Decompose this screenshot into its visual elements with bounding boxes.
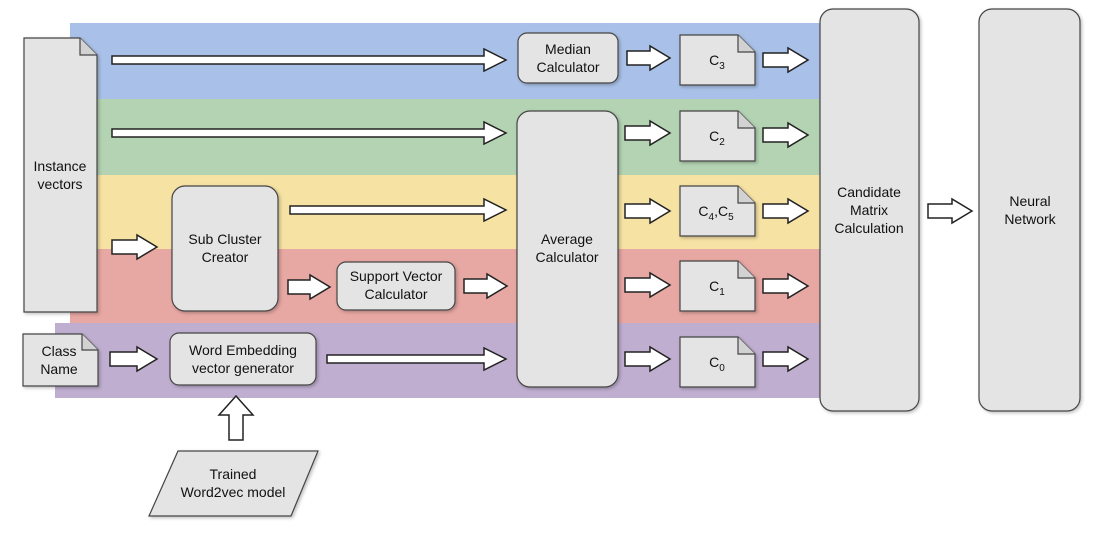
- output-label-c45: C4,C5: [698, 203, 734, 223]
- support-vector-calculator-box: [336, 261, 456, 311]
- sub-cluster-creator-label-1: Sub Cluster: [188, 231, 261, 247]
- neural-network-label-2: Network: [1004, 211, 1056, 227]
- output-label-c3: C3: [709, 52, 725, 72]
- arrow-subcluster-to-supportvector: [287, 273, 332, 301]
- output-doc-c1: [679, 260, 756, 312]
- candidate-matrix-label-3: Calculation: [834, 220, 903, 236]
- average-calculator-box: [516, 110, 619, 388]
- trained-model-shape: [148, 450, 319, 517]
- arrow-candidate-to-neural: [927, 197, 974, 225]
- arrow-average-to-c45: [624, 197, 672, 225]
- output-doc-c45: [679, 185, 756, 237]
- candidate-matrix-label-2: Matrix: [850, 202, 888, 218]
- arrow-c0-to-candidate: [762, 345, 810, 373]
- neural-network-label-1: Neural: [1009, 193, 1050, 209]
- arrow-instance-to-average-c2: [111, 120, 508, 146]
- class-name-doc: [22, 333, 99, 387]
- arrow-instance-to-subcluster: [111, 233, 159, 261]
- arrow-model-to-wordembed: [217, 394, 255, 441]
- class-name-label-2: Name: [40, 361, 78, 377]
- instance-vectors-label-1: Instance: [34, 158, 87, 174]
- class-name-label-1: Class: [41, 343, 76, 359]
- output-doc-c0: [679, 336, 756, 388]
- average-calculator-label-1: Average: [541, 231, 593, 247]
- word-embedding-generator-box: [169, 332, 317, 386]
- sub-cluster-creator-box: [171, 185, 279, 312]
- median-calculator-label-2: Calculator: [536, 59, 599, 75]
- arrow-c45-to-candidate: [762, 197, 810, 225]
- support-vector-label-2: Calculator: [364, 286, 427, 302]
- support-vector-label-1: Support Vector: [350, 268, 443, 284]
- trained-model-label-2: Word2vec model: [181, 484, 286, 500]
- output-label-c2: C2: [709, 128, 725, 148]
- neural-network-box: [978, 8, 1081, 412]
- output-label-c1: C1: [709, 278, 725, 298]
- arrow-subcluster-to-average: [289, 197, 508, 223]
- candidate-matrix-box: [819, 8, 920, 412]
- arrow-c3-to-candidate: [762, 46, 810, 74]
- arrow-average-to-c2: [624, 119, 672, 147]
- output-doc-c3: [679, 34, 756, 86]
- arrow-c1-to-candidate: [762, 272, 810, 300]
- arrow-classname-to-wordembed: [109, 345, 159, 373]
- median-calculator-label-1: Median: [545, 41, 591, 57]
- arrow-supportvector-to-average: [463, 272, 509, 300]
- arrow-average-to-c0: [624, 345, 672, 373]
- arrow-average-to-c1: [624, 271, 672, 299]
- word-embedding-label-1: Word Embedding: [189, 342, 297, 358]
- flow-arrows: [109, 44, 974, 441]
- output-doc-c2: [679, 110, 756, 162]
- median-calculator-box: [517, 32, 619, 84]
- sub-cluster-creator-label-2: Creator: [202, 249, 249, 265]
- instance-vectors-label-2: vectors: [37, 176, 82, 192]
- arrow-median-to-c3: [626, 44, 672, 72]
- word-embedding-label-2: vector generator: [192, 360, 294, 376]
- average-calculator-label-2: Calculator: [535, 249, 598, 265]
- trained-model-label-1: Trained: [210, 466, 257, 482]
- arrow-instance-to-median: [111, 47, 508, 73]
- candidate-matrix-label-1: Candidate: [837, 184, 901, 200]
- arrow-wordembed-to-average: [326, 346, 508, 372]
- arrow-c2-to-candidate: [762, 121, 810, 149]
- instance-vectors-doc: [23, 37, 98, 313]
- output-label-c0: C0: [709, 354, 725, 374]
